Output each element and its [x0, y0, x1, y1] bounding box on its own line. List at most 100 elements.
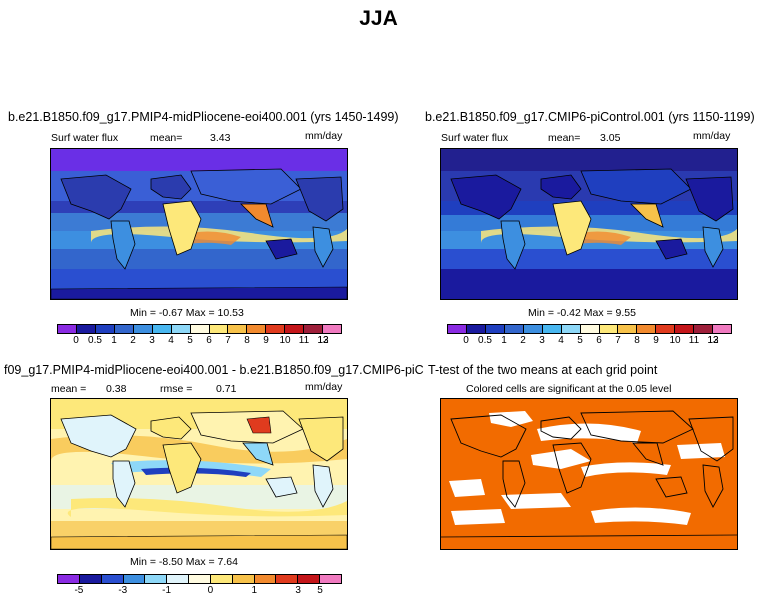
panel3-colorbar [57, 574, 342, 584]
panel3-title: f09_g17.PMIP4-midPliocene-eoi400.001 - b… [4, 363, 424, 377]
colorbar-label: 0 [73, 335, 79, 346]
panel2-variable: Surf water flux [441, 132, 509, 144]
colorbar-label: 5 [187, 335, 193, 346]
panel1-minmax: Min = -0.67 Max = 10.53 [130, 307, 244, 319]
colorbar-swatch [58, 575, 80, 583]
colorbar-swatch [504, 325, 524, 333]
colorbar-swatch [232, 575, 255, 583]
panel3-rmse-value: 0.71 [216, 383, 237, 395]
colorbar-label: 1 [251, 585, 258, 596]
panel2-title: b.e21.B1850.f09_g17.CMIP6-piControl.001 … [425, 110, 755, 124]
colorbar-label: 3 [539, 335, 545, 346]
colorbar-label: 13 [707, 335, 719, 346]
colorbar-label: 0 [207, 585, 214, 596]
colorbar-label: 12 [707, 335, 719, 346]
panel3-colorbar-labels: -5 -3 -1 0 1 3 5 [57, 585, 340, 597]
colorbar-label: 10 [279, 335, 291, 346]
colorbar-label: 1 [111, 335, 117, 346]
colorbar-label: 9 [263, 335, 269, 346]
colorbar-swatch [79, 575, 102, 583]
colorbar-swatch [114, 325, 134, 333]
colorbar-label: 12 [317, 335, 329, 346]
colorbar-label: 10 [669, 335, 681, 346]
colorbar-swatch [298, 575, 321, 583]
panel1-variable: Surf water flux [51, 132, 119, 144]
colorbar-swatch [323, 325, 342, 333]
colorbar-label: 9 [653, 335, 659, 346]
colorbar-swatch [133, 325, 153, 333]
panel4-subtitle: Colored cells are significant at the 0.0… [466, 383, 672, 395]
colorbar-swatch [637, 325, 657, 333]
colorbar-swatch [320, 575, 341, 583]
panel2-mean-value: 3.05 [600, 132, 621, 144]
colorbar-swatch [485, 325, 505, 333]
colorbar-label: 0.5 [478, 335, 492, 346]
colorbar-swatch [618, 325, 638, 333]
colorbar-swatch [58, 325, 77, 333]
colorbar-label: 3 [295, 585, 301, 596]
colorbar-swatch [561, 325, 581, 333]
colorbar-label: 5 [317, 585, 323, 596]
colorbar-swatch [542, 325, 562, 333]
colorbar-swatch [675, 325, 695, 333]
panel2-colorbar [447, 324, 732, 334]
panel4-title: T-test of the two means at each grid poi… [428, 363, 658, 377]
panel4-map [440, 398, 738, 550]
colorbar-label: 3 [149, 335, 155, 346]
colorbar-swatch [228, 325, 248, 333]
panel1-mean-value: 3.43 [210, 132, 231, 144]
colorbar-swatch [210, 575, 233, 583]
panel2-map [440, 148, 738, 300]
colorbar-label: 2 [520, 335, 526, 346]
colorbar-label: 7 [225, 335, 231, 346]
colorbar-swatch [95, 325, 115, 333]
colorbar-label: 0 [463, 335, 469, 346]
colorbar-swatch [76, 325, 96, 333]
panel3-minmax: Min = -8.50 Max = 7.64 [130, 556, 238, 568]
colorbar-swatch [448, 325, 467, 333]
colorbar-swatch [247, 325, 267, 333]
colorbar-label: 7 [615, 335, 621, 346]
colorbar-swatch [254, 575, 277, 583]
colorbar-label: 2 [130, 335, 136, 346]
colorbar-label: 0.5 [88, 335, 102, 346]
colorbar-label: 8 [634, 335, 640, 346]
colorbar-swatch [656, 325, 676, 333]
colorbar-label: 4 [558, 335, 564, 346]
panel1-title: b.e21.B1850.f09_g17.PMIP4-midPliocene-eo… [8, 110, 399, 124]
colorbar-label: -1 [162, 585, 172, 596]
panel3-mean-value: 0.38 [106, 383, 127, 395]
colorbar-swatch [266, 325, 286, 333]
figure-title: JJA [359, 7, 398, 30]
colorbar-label: 5 [577, 335, 583, 346]
colorbar-swatch [466, 325, 486, 333]
colorbar-swatch [190, 325, 210, 333]
colorbar-swatch [101, 575, 124, 583]
colorbar-label: 4 [168, 335, 174, 346]
panel2-mean-label: mean= [548, 132, 581, 144]
colorbar-swatch [145, 575, 168, 583]
panel2-minmax: Min = -0.42 Max = 9.55 [528, 307, 636, 319]
panel3-rmse-label: rmse = [160, 383, 193, 395]
colorbar-label: 11 [688, 335, 700, 346]
colorbar-swatch [285, 325, 305, 333]
colorbar-swatch [694, 325, 714, 333]
colorbar-label: 8 [244, 335, 250, 346]
panel3-units: mm/day [305, 381, 343, 393]
panel1-mean-label: mean= [150, 132, 183, 144]
colorbar-swatch [713, 325, 732, 333]
colorbar-swatch [599, 325, 619, 333]
panel1-colorbar [57, 324, 342, 334]
colorbar-label: -5 [74, 585, 84, 596]
colorbar-swatch [171, 325, 191, 333]
colorbar-swatch [580, 325, 600, 333]
colorbar-label: 6 [206, 335, 212, 346]
panel2-units: mm/day [693, 130, 731, 142]
colorbar-swatch [152, 325, 172, 333]
panel1-units: mm/day [305, 130, 343, 142]
panel2-colorbar-labels: 0 0.5 1 2 3 4 5 6 7 8 9 10 11 12 13 [447, 335, 730, 347]
colorbar-label: 11 [298, 335, 310, 346]
colorbar-label: 1 [501, 335, 507, 346]
colorbar-swatch [167, 575, 190, 583]
colorbar-swatch [189, 575, 211, 583]
